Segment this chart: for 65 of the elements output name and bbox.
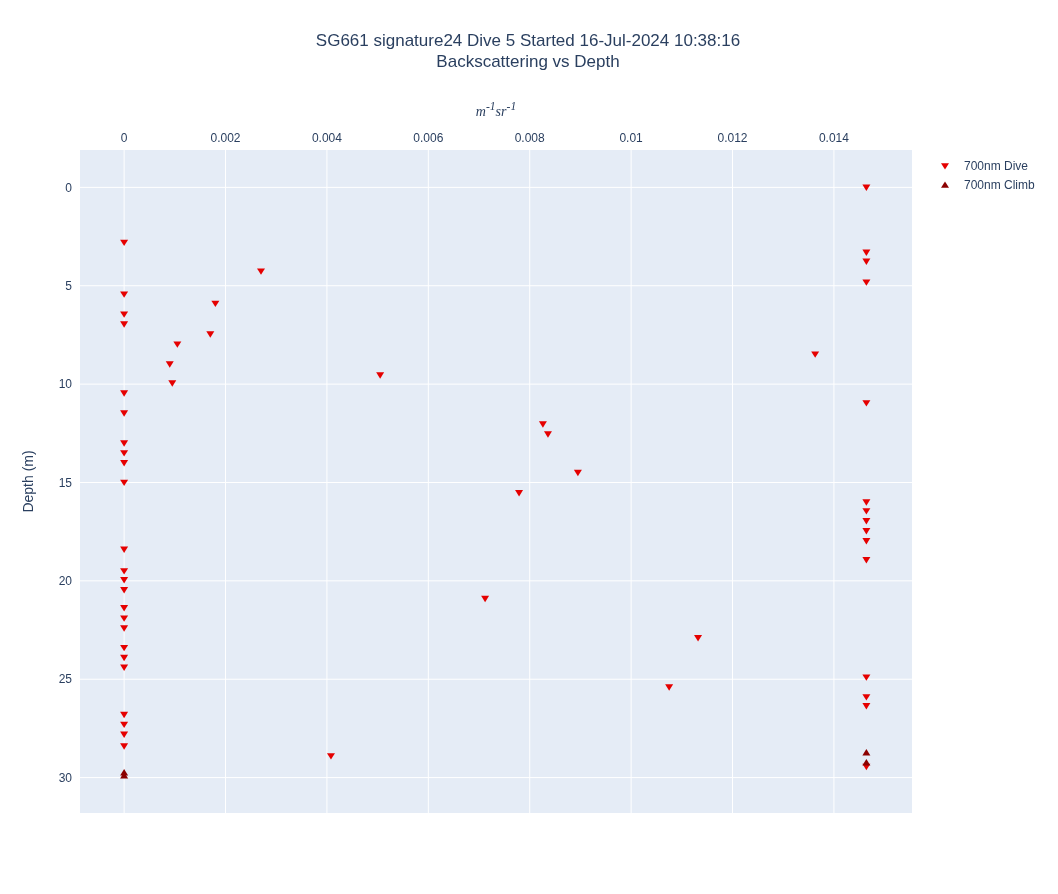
point [120,587,129,594]
x-tick-label: 0.008 [514,131,546,145]
point [326,753,335,760]
legend-label: 700nm Dive [964,158,1029,173]
point [120,711,129,719]
point [862,674,871,681]
point [811,351,820,358]
point [481,595,490,603]
point [120,311,129,318]
point [173,341,182,348]
point [120,460,129,467]
y-tick-label: 25 [58,672,73,687]
point [120,644,129,652]
x-axis-title: m$^{-1}$sr$^{-1}$ [474,100,518,120]
point [120,654,129,662]
x-tick-label: 0.012 [717,131,748,145]
point [573,469,582,477]
point [165,361,174,368]
point [120,743,129,750]
point [120,625,129,632]
y-tick-label: 5 [65,279,73,294]
point [862,518,871,525]
point [120,615,129,622]
point [120,568,129,575]
y-axis-title: Depth (m) [19,450,36,513]
x-tick-label: 0.01 [619,131,644,145]
point [543,431,552,438]
y-tick-label: 10 [58,377,73,392]
point [694,635,703,642]
y-tick-label: 15 [58,475,73,490]
point [862,538,871,545]
y-tick-label: 20 [58,574,73,589]
point [862,499,871,506]
point [206,331,215,338]
point [120,410,129,417]
x-tick-label: 0.004 [311,131,343,145]
chart-title: SG661 signature24 Dive 5 Started 16-Jul-2024 10:38:16 [314,30,742,51]
point [862,400,871,407]
point [120,390,129,397]
point [257,268,265,275]
point [120,321,129,328]
x-tick-label: 0.014 [818,131,850,145]
point [862,702,871,710]
point [120,291,129,298]
point [665,684,674,691]
point [376,372,385,379]
point [862,557,871,564]
point [120,605,129,612]
point [120,450,129,457]
point [538,421,547,428]
point [120,577,129,584]
point [168,380,177,387]
x-tick-label: 0.002 [210,131,241,145]
chart-subtitle: Backscattering vs Depth [435,51,621,72]
x-tick-label: 0.006 [413,131,444,145]
point [862,508,871,515]
y-tick-label: 0 [65,180,73,195]
x-tick-label: 0 [120,131,128,145]
point [862,528,871,535]
legend-label: 700nm Climb [964,177,1035,192]
point [120,440,129,447]
y-tick-label: 30 [58,770,73,785]
point [515,490,524,497]
point [862,279,871,286]
point [862,694,871,701]
